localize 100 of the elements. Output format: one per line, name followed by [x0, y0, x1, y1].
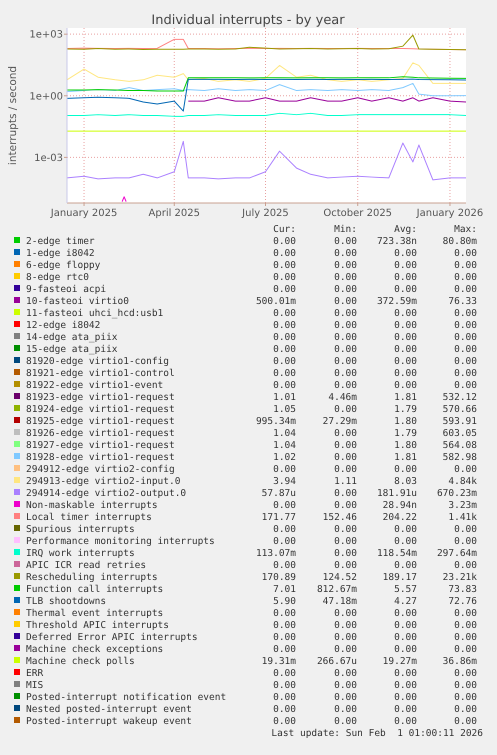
text: 0.00 — [334, 632, 358, 643]
text: 0.00 — [273, 704, 296, 715]
legend-label: 14-edge ata_piix — [26, 332, 118, 343]
x-tick-label: July 2025 — [241, 208, 289, 219]
text: 170.89 — [262, 572, 296, 583]
text: 0.00 — [273, 620, 296, 631]
text: 1.02 — [273, 452, 296, 463]
legend-label: 81920-edge virtio1-config — [26, 356, 169, 367]
legend-label: Posted-interrupt wakeup event — [26, 716, 192, 727]
text: 0.00 — [273, 248, 296, 259]
text: 0.00 — [454, 620, 478, 631]
text: 19.27m — [382, 656, 418, 667]
text: 0.00 — [273, 332, 296, 343]
text: 80.80m — [442, 236, 478, 247]
text: 1.05 — [273, 404, 296, 415]
text: Avg: — [394, 224, 417, 235]
y-tick-label: 1e+00 — [29, 91, 63, 102]
text: 0.00 — [454, 560, 478, 571]
legend-label: Performance monitoring interrupts — [26, 536, 215, 547]
x-tick-label: April 2025 — [148, 208, 200, 219]
text: 0.00 — [454, 356, 478, 367]
text: 0.00 — [273, 680, 296, 691]
y-tick-label: 1e+03 — [29, 30, 63, 41]
legend-label: 10-fasteoi virtio0 — [26, 296, 130, 307]
legend-label: 81925-edge virtio1-request — [26, 416, 175, 427]
text: 0.00 — [273, 644, 296, 655]
text: 0.00 — [394, 344, 418, 355]
text: 0.00 — [334, 560, 358, 571]
line-series — [66, 82, 466, 96]
text: 812.67m — [316, 584, 358, 595]
text: 1.41k — [448, 512, 478, 523]
text: 564.08 — [442, 440, 478, 451]
text: Min: — [334, 224, 357, 235]
text: 4.84k — [448, 476, 478, 487]
text: 0.00 — [454, 632, 478, 643]
text: 0.00 — [394, 284, 418, 295]
text: 0.00 — [394, 620, 418, 631]
text: 0.00 — [273, 500, 296, 511]
text: 0.00 — [273, 716, 296, 727]
text: 0.00 — [394, 536, 418, 547]
text: 57.87u — [262, 488, 296, 499]
text: 4.27 — [394, 596, 417, 607]
text: 0.00 — [334, 272, 358, 283]
text: 266.67u — [316, 656, 357, 667]
text: 0.00 — [334, 500, 358, 511]
text: 0.00 — [273, 308, 296, 319]
text: 582.98 — [442, 452, 478, 463]
legend-label: 81927-edge virtio1-request — [26, 440, 175, 451]
legend-label: Machine check polls — [26, 656, 135, 667]
legend-label: 81922-edge virtio1-event — [26, 380, 164, 391]
text: 0.00 — [454, 368, 478, 379]
text: 171.77 — [262, 512, 296, 523]
text: 0.00 — [454, 284, 478, 295]
line-series — [66, 140, 466, 180]
text: 0.00 — [334, 308, 358, 319]
text: 0.00 — [454, 248, 478, 259]
text: 0.00 — [334, 668, 358, 679]
text: 0.00 — [273, 356, 296, 367]
legend-label: Machine check exceptions — [26, 644, 164, 655]
text: 0.00 — [454, 524, 478, 535]
text: 0.00 — [334, 284, 358, 295]
text: 1.80 — [394, 440, 418, 451]
text: 36.86m — [442, 656, 478, 667]
text: 0.00 — [273, 668, 296, 679]
text: 0.00 — [334, 356, 358, 367]
text: 0.00 — [334, 644, 358, 655]
legend-label: 1-edge i8042 — [26, 248, 95, 259]
text: 0.00 — [273, 536, 296, 547]
text: 76.33 — [448, 296, 477, 307]
text: 73.83 — [448, 584, 477, 595]
legend-label: 294912-edge virtio2-config — [26, 464, 175, 475]
legend-label: Spurious interrupts — [26, 524, 135, 535]
legend-label: Thermal event interrupts — [26, 608, 164, 619]
legend-label: 8-edge rtc0 — [26, 272, 90, 283]
text: 0.00 — [334, 332, 358, 343]
legend-label: APIC ICR read retries — [26, 560, 146, 571]
text: 0.00 — [394, 332, 418, 343]
text: 0.00 — [334, 440, 358, 451]
text: 0.00 — [454, 704, 478, 715]
legend-label: ERR — [26, 668, 44, 679]
text: 0.00 — [334, 368, 358, 379]
x-tick-label: January 2026 — [416, 208, 484, 219]
legend-label: 2-edge timer — [26, 236, 95, 247]
text: 0.00 — [394, 692, 418, 703]
text: 0.00 — [454, 260, 478, 271]
legend-label: TLB shootdowns — [26, 596, 106, 607]
text: 72.76 — [448, 596, 478, 607]
line-series — [66, 78, 466, 112]
text: 189.17 — [382, 572, 417, 583]
legend-label: 11-fasteoi uhci_hcd:usb1 — [26, 308, 164, 319]
legend-label: 6-edge floppy — [26, 260, 101, 271]
text: 0.00 — [273, 632, 296, 643]
text: 1.81 — [394, 392, 418, 403]
text: 372.59m — [376, 296, 418, 307]
x-tick-label: January 2025 — [50, 208, 118, 219]
text: 0.00 — [394, 704, 418, 715]
text: 0.00 — [394, 356, 418, 367]
text: 1.80 — [394, 416, 418, 427]
text: 723.38n — [376, 236, 417, 247]
text: 0.00 — [334, 608, 358, 619]
